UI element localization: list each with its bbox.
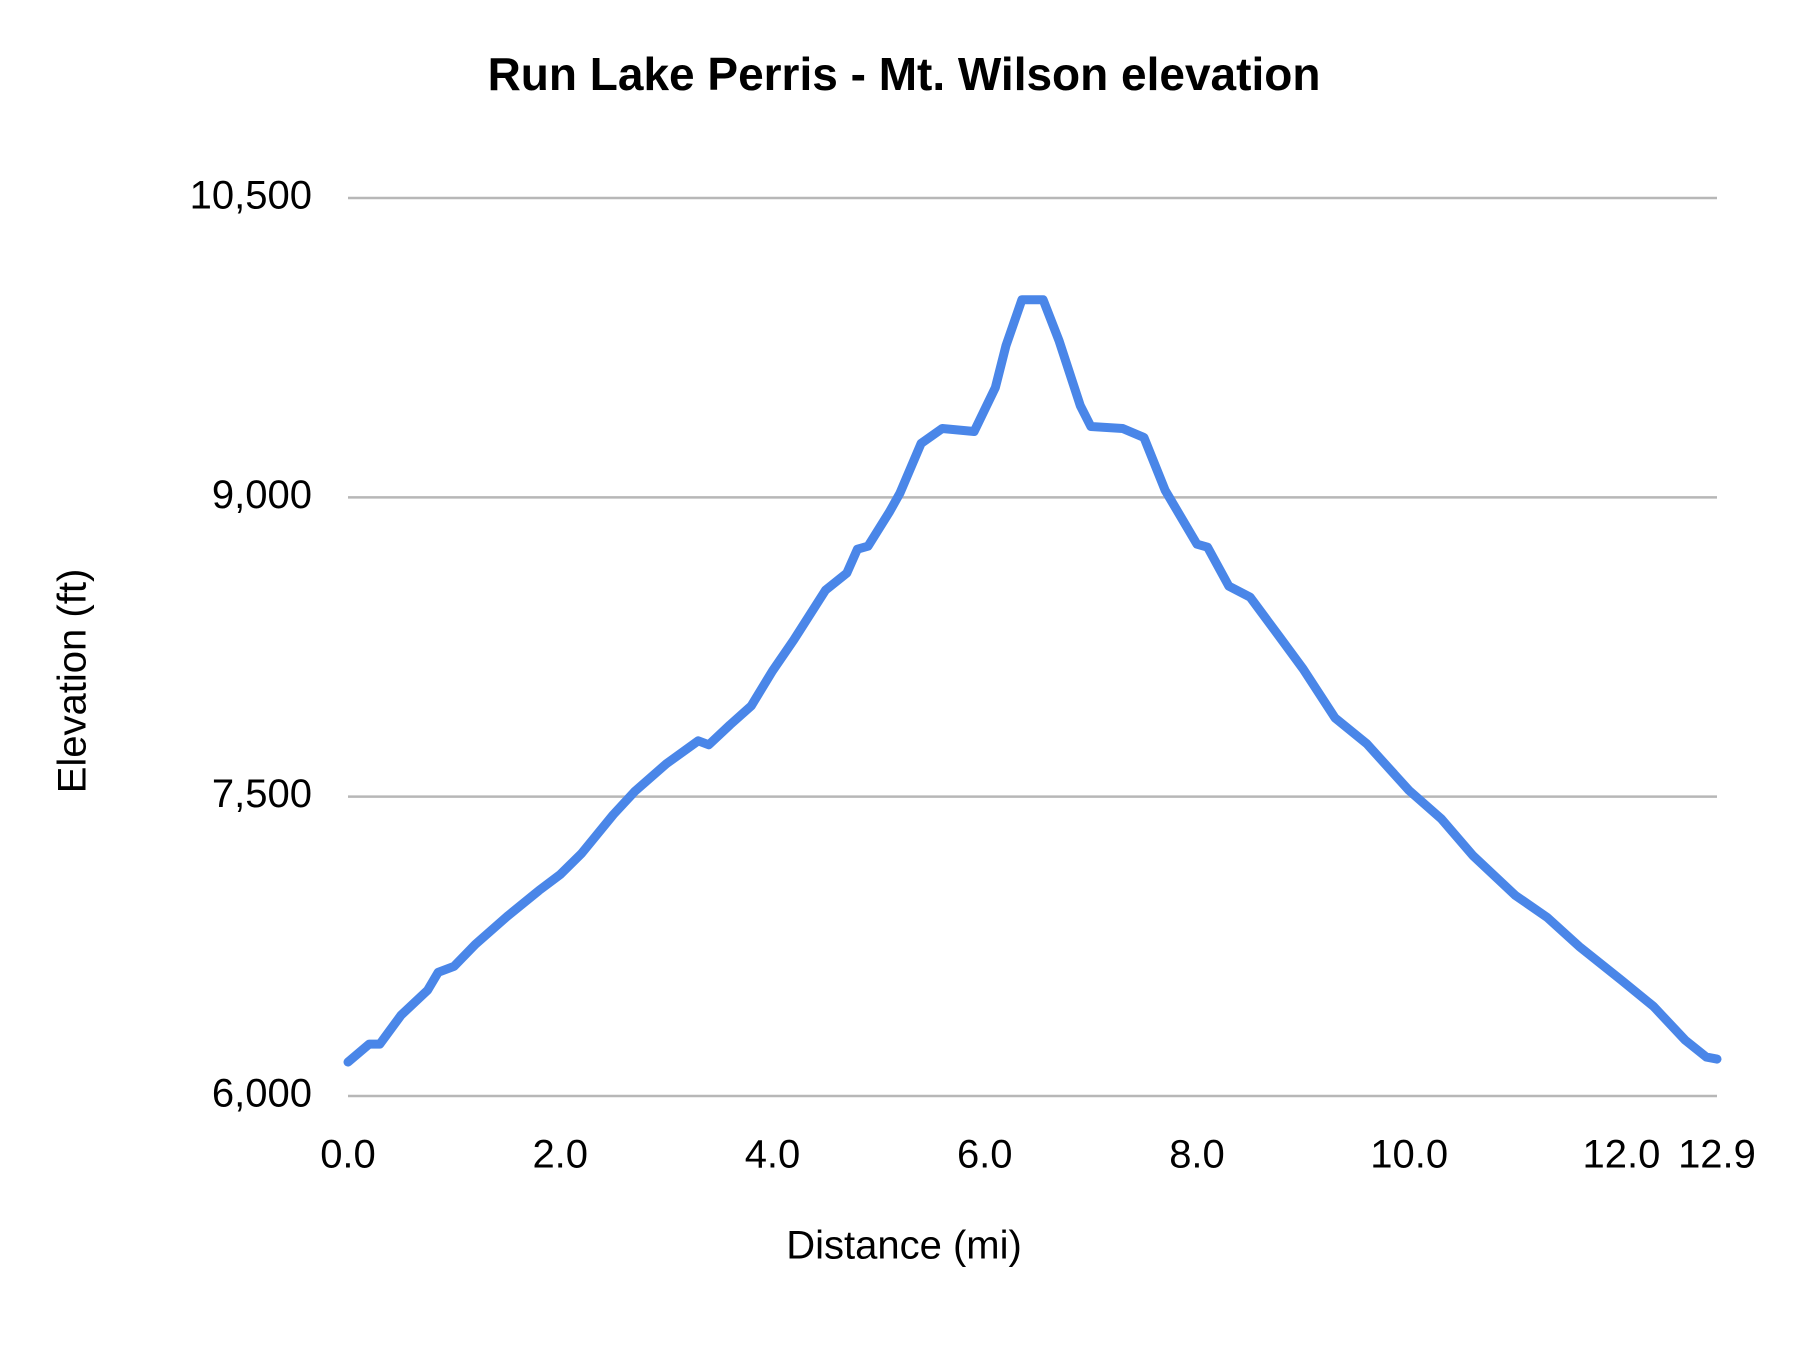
x-tick-label: 12.0 bbox=[1583, 1133, 1661, 1177]
x-tick-label: 10.0 bbox=[1370, 1133, 1448, 1177]
x-tick-label: 6.0 bbox=[957, 1133, 1013, 1177]
x-tick-label: 2.0 bbox=[532, 1133, 588, 1177]
y-axis-label: Elevation (ft) bbox=[51, 569, 95, 794]
x-tick-label: 12.9 bbox=[1678, 1133, 1756, 1177]
x-tick-label: 4.0 bbox=[745, 1133, 801, 1177]
chart-title: Run Lake Perris - Mt. Wilson elevation bbox=[488, 48, 1321, 100]
x-axis-label: Distance (mi) bbox=[786, 1224, 1022, 1268]
y-tick-label: 9,000 bbox=[212, 473, 312, 517]
x-tick-label: 8.0 bbox=[1169, 1133, 1225, 1177]
y-tick-label: 10,500 bbox=[190, 174, 312, 218]
y-tick-label: 6,000 bbox=[212, 1072, 312, 1116]
elevation-line bbox=[343, 295, 1722, 1067]
y-tick-label: 7,500 bbox=[212, 772, 312, 816]
x-tick-label: 0.0 bbox=[320, 1133, 376, 1177]
